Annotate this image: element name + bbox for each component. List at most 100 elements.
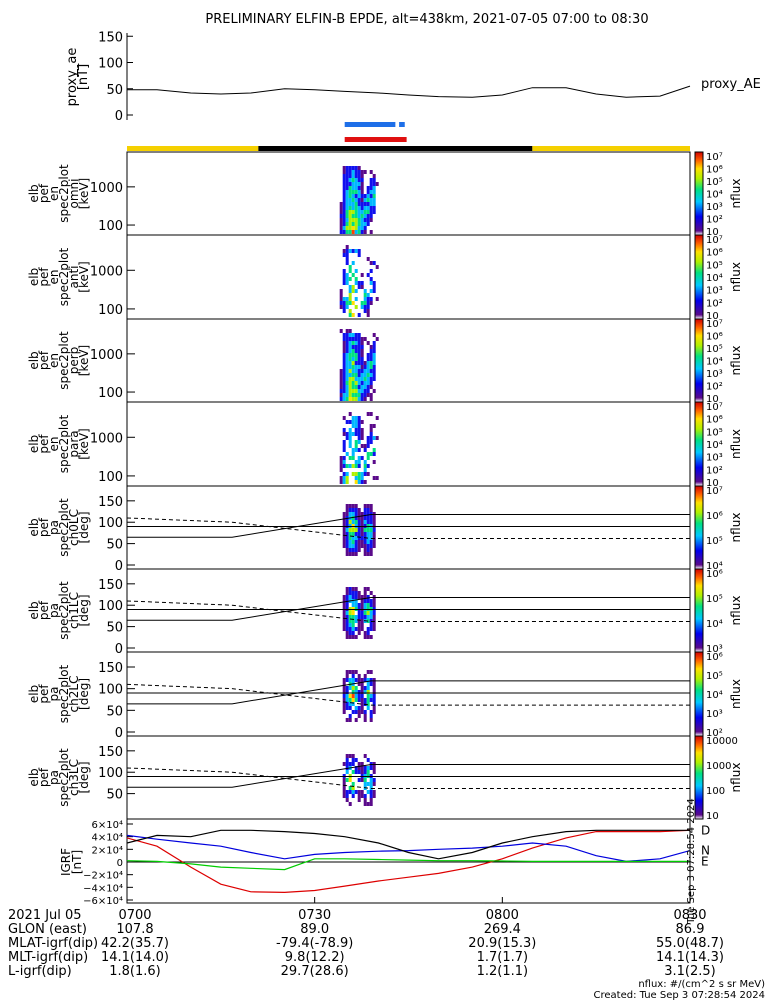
spectrogram-cell	[339, 377, 343, 381]
spectrogram-cell	[342, 536, 346, 540]
spectrogram-cell	[354, 694, 358, 698]
colorbar-tick-label: 10	[706, 227, 719, 238]
spectrogram-cell	[345, 261, 349, 265]
spectrogram-cell	[366, 393, 370, 397]
spectrogram-cell	[345, 686, 349, 690]
spectrogram-cell	[351, 591, 355, 595]
spectrogram-cell	[369, 710, 373, 714]
spectrogram-cell	[360, 393, 364, 397]
spectrogram-cell	[357, 512, 361, 516]
spectrogram-cell	[351, 337, 355, 341]
spectrogram-cell	[348, 802, 352, 806]
spectrogram-cell	[366, 536, 370, 540]
spectrogram-cell	[360, 281, 364, 285]
colorbar	[694, 485, 704, 570]
spectrogram-cell	[369, 615, 373, 619]
footer-row-label: MLAT-igrf(dip)	[8, 936, 98, 951]
spectrogram-cell	[372, 357, 376, 361]
panel-ylabel: [deg]	[77, 512, 91, 544]
spectrogram-cell	[372, 285, 376, 289]
spectrogram-cell	[366, 540, 370, 544]
spectrogram-cell	[351, 289, 355, 293]
spectrogram-cell	[360, 381, 364, 385]
spectrogram-cell	[360, 480, 364, 484]
spectrogram-cell	[366, 198, 370, 202]
spectrogram-cell	[348, 432, 352, 436]
spectrogram-cell	[351, 758, 355, 762]
spectrogram-cell	[366, 456, 370, 460]
colorbar-tick-label: 10	[706, 811, 719, 822]
spectrogram-cell	[351, 420, 355, 424]
spectrogram-cell	[345, 253, 349, 257]
spectrogram-cell	[363, 714, 367, 718]
spectrogram-cell	[342, 249, 346, 253]
spectrogram-cell	[369, 802, 373, 806]
colorbar-label: nflux	[729, 346, 743, 376]
spectrogram-cell	[339, 456, 343, 460]
spectrogram-cell	[366, 595, 370, 599]
spectrogram-cell	[372, 373, 376, 377]
spectrogram-cell	[366, 802, 370, 806]
spectrogram-cell	[348, 591, 352, 595]
ytick-label: 6×10⁴	[92, 820, 123, 831]
spectrogram-cell	[342, 337, 346, 341]
colorbar-tick-label: 10²	[706, 382, 723, 393]
spectrogram-cell	[339, 305, 343, 309]
ytick-label: 0	[115, 726, 123, 741]
panel-ylabel: [keV]	[77, 261, 91, 292]
spectrogram-cell	[345, 249, 349, 253]
proxy-ae-ylabel: proxy_ae	[65, 48, 80, 107]
spectrogram-cell	[363, 544, 367, 548]
spectrogram-cell	[354, 373, 358, 377]
spectrogram-cell	[357, 222, 361, 226]
spectrogram-cell	[360, 686, 364, 690]
spectrogram-cell	[345, 762, 349, 766]
spectrogram-cell	[372, 766, 376, 770]
panel-ylabel: pef	[37, 183, 51, 203]
spectrogram-cell	[354, 305, 358, 309]
spectrogram-cell	[342, 790, 346, 794]
panel-ylabel: pef	[37, 434, 51, 454]
spectrogram-cell	[345, 552, 349, 556]
spectrogram-cell	[354, 226, 358, 230]
spectrogram-cell	[354, 476, 358, 480]
spectrogram-cell	[351, 230, 355, 234]
spectrogram-cell	[345, 337, 349, 341]
spectrogram-cell	[360, 186, 364, 190]
spectrogram-cell	[363, 615, 367, 619]
spectrogram-cell	[366, 770, 370, 774]
spectrogram-cell	[360, 599, 364, 603]
ytick-label: 50	[106, 704, 123, 719]
spectrogram-cell	[342, 214, 346, 218]
footer-cell: 42.2(35.7)	[101, 936, 169, 951]
spectrogram-cell	[351, 552, 355, 556]
panel-ylabel: elb	[27, 685, 41, 703]
ytick-label: 100	[98, 766, 123, 781]
spectrogram-cell	[342, 528, 346, 532]
spectrogram-cell	[348, 615, 352, 619]
colorbar	[694, 568, 704, 653]
spectrogram-cell	[372, 174, 376, 178]
spectrogram-cell	[369, 544, 373, 548]
spectrogram-cell	[360, 194, 364, 198]
colorbar-tick-label: 10⁶	[706, 332, 723, 343]
spectrogram-cell	[354, 670, 358, 674]
spectrogram-cell	[339, 381, 343, 385]
spectrogram-cell	[345, 174, 349, 178]
spectrogram-cell	[363, 468, 367, 472]
spectrogram-cell	[342, 778, 346, 782]
colorbar-label: nflux	[729, 429, 743, 459]
spectrogram-cell	[357, 226, 361, 230]
spectrogram-cell	[351, 186, 355, 190]
red-science-bar	[344, 137, 407, 142]
spectrogram-cell	[348, 694, 352, 698]
spectrogram-cell	[366, 313, 370, 317]
spectrogram-cell	[360, 690, 364, 694]
spectrogram-cell	[354, 230, 358, 234]
spectrogram-cell	[348, 249, 352, 253]
spectrogram-cell	[351, 218, 355, 222]
spectrogram-cell	[369, 385, 373, 389]
spectrogram-cell	[360, 385, 364, 389]
spectrogram-cell	[360, 305, 364, 309]
